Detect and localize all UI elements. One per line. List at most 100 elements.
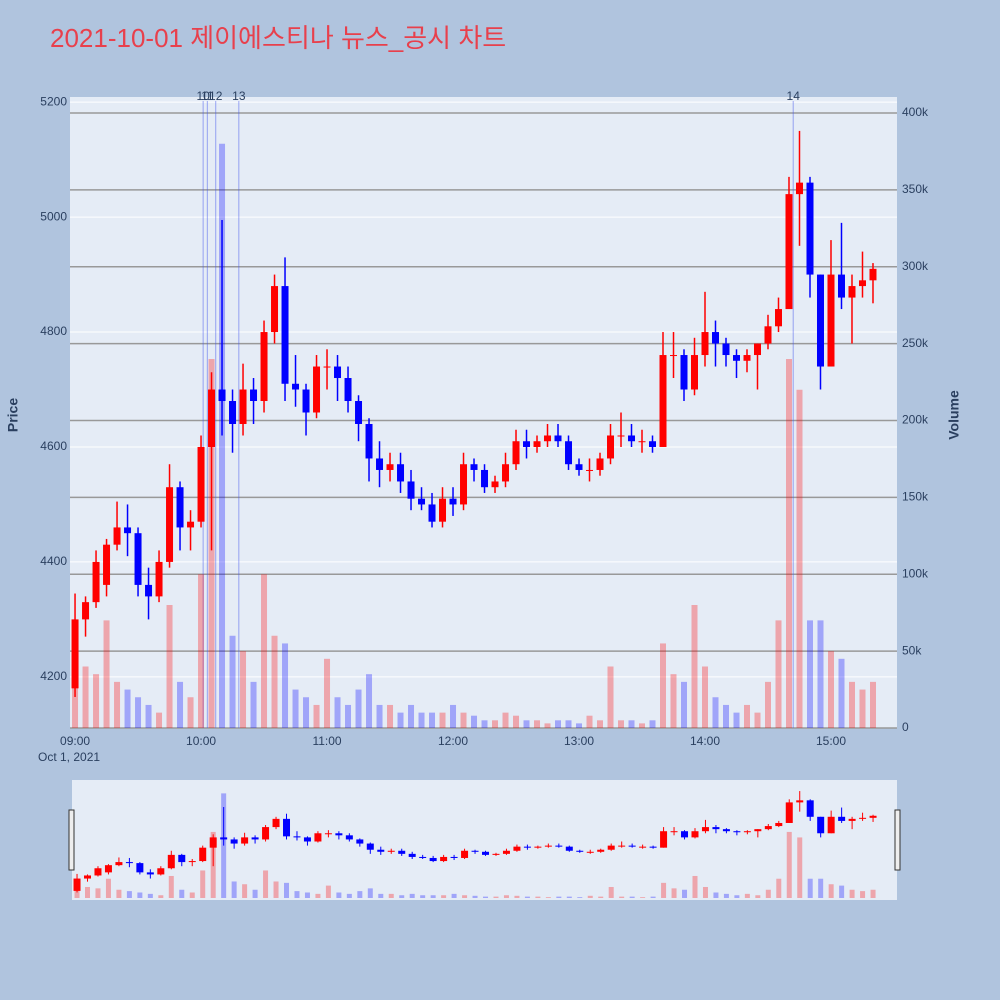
slider-volume-bar <box>650 896 656 898</box>
candle-body <box>596 458 604 470</box>
candle-body <box>302 389 310 413</box>
slider-body <box>178 854 186 863</box>
candle-body <box>428 504 436 522</box>
slider-body <box>492 853 500 855</box>
volume-bar <box>607 666 614 728</box>
volume-bar <box>565 720 572 728</box>
slider-volume-bar <box>273 881 279 898</box>
candle-body <box>512 441 520 465</box>
volume-bar <box>670 674 677 728</box>
slider-handle[interactable] <box>68 809 75 871</box>
slider-body <box>565 846 573 851</box>
volume-bar <box>450 704 457 728</box>
candle-body <box>848 286 856 298</box>
slider-volume-bar <box>462 895 468 898</box>
slider-volume-bar <box>828 884 834 898</box>
slider-volume-bar <box>619 896 625 898</box>
slider-volume-bar <box>126 891 132 898</box>
slider-body <box>461 850 469 858</box>
volume-bar <box>313 704 320 728</box>
slider-body <box>335 833 343 836</box>
slider-volume-bar <box>147 893 153 898</box>
candle-body <box>449 498 457 505</box>
slider-volume-bar <box>608 886 614 898</box>
slider-body <box>502 850 510 854</box>
candle-body <box>795 182 803 195</box>
slider-body <box>712 827 720 830</box>
volume-bar <box>156 712 163 728</box>
slider-body <box>691 831 699 838</box>
slider-body <box>827 816 835 834</box>
volume-bar <box>471 715 478 728</box>
slider-body <box>303 837 311 842</box>
slider-volume-bar <box>137 892 143 898</box>
volume-bar <box>502 712 509 728</box>
volume-bar <box>93 674 100 728</box>
candle-body <box>376 458 384 470</box>
slider-handle[interactable] <box>894 809 901 871</box>
slider-body <box>586 851 594 853</box>
candle-body <box>753 343 761 356</box>
volume-bar <box>838 658 845 728</box>
slider-volume-bar <box>420 895 426 898</box>
slider-volume-bar <box>723 893 729 898</box>
slider-volume-bar <box>336 892 342 898</box>
volume-bar <box>376 704 383 728</box>
slider-volume-bar <box>483 896 489 898</box>
slider-body <box>188 861 196 863</box>
candle-body <box>197 446 205 522</box>
volume-bar <box>82 666 89 728</box>
slider-volume-bar <box>765 889 771 898</box>
slider-body <box>859 817 867 819</box>
candle-body <box>397 464 405 482</box>
candle-body <box>774 309 782 327</box>
candle-body <box>827 274 835 367</box>
candle-body <box>229 401 237 424</box>
slider-body <box>660 831 668 848</box>
y2-tick-label: 50k <box>902 643 922 657</box>
slider-body <box>670 831 678 833</box>
candle-body <box>732 355 740 361</box>
candle-body <box>155 561 163 597</box>
volume-bar <box>271 635 278 728</box>
chart-title: 2021-10-01 제이에스티나 뉴스_공시 차트 <box>50 23 506 53</box>
candle-body <box>502 464 510 482</box>
volume-bar <box>733 712 740 728</box>
slider-volume-bar <box>85 886 91 898</box>
slider-body <box>387 850 395 852</box>
slider-volume-bar <box>702 886 708 898</box>
slider-body <box>869 815 877 818</box>
candle-body <box>134 533 142 585</box>
slider-body <box>628 845 636 847</box>
candle-body <box>124 527 132 534</box>
volume-bar <box>429 712 436 728</box>
candle-body <box>481 469 489 488</box>
volume-bar <box>460 712 467 728</box>
volume-bar <box>303 697 310 728</box>
slider-body <box>576 850 584 852</box>
slider-volume-bar <box>116 889 122 898</box>
slider-volume-bar <box>367 888 373 898</box>
x-tick-label: 10:00 <box>186 734 216 748</box>
slider-volume-bar <box>514 895 520 898</box>
volume-bar <box>229 635 236 728</box>
slider-volume-bar <box>451 893 457 898</box>
volume-bar <box>124 689 131 728</box>
slider-body <box>115 862 123 866</box>
slider-volume-bar <box>430 895 436 898</box>
volume-bar <box>366 674 373 728</box>
slider-body <box>785 802 793 823</box>
y2-tick-label: 400k <box>902 105 929 119</box>
candle-body <box>701 332 709 356</box>
volume-bar <box>135 697 142 728</box>
range-slider[interactable] <box>72 780 897 900</box>
volume-bar <box>859 689 866 728</box>
slider-body <box>73 878 81 891</box>
candle-body <box>470 464 478 470</box>
volume-bar <box>754 712 761 728</box>
candle-body <box>407 481 415 499</box>
y-tick-label: 4400 <box>40 554 67 568</box>
candle-body <box>313 366 321 413</box>
slider-body <box>293 836 301 838</box>
slider-body <box>125 862 133 864</box>
